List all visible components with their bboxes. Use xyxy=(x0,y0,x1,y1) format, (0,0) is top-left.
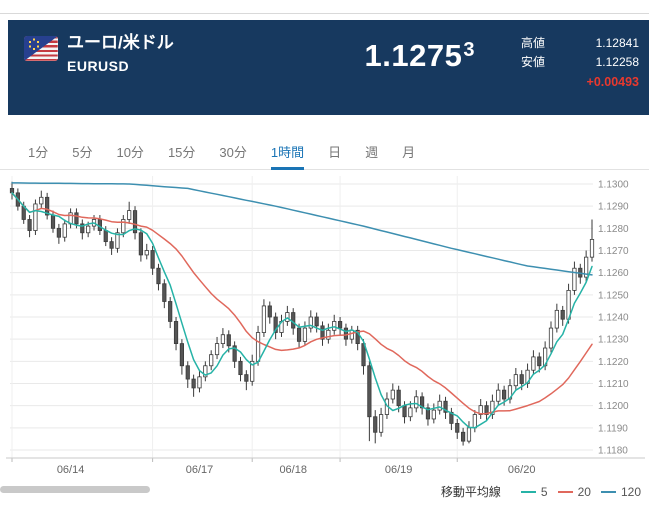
y-axis-label: 1.1260 xyxy=(598,268,629,279)
legend-item-5: 5 xyxy=(520,485,548,499)
widget-top-border xyxy=(0,13,649,14)
timeframe-tabs: 1分 5分 10分 15分 30分 1時間 日 週 月 xyxy=(0,141,649,170)
legend-swatch-20 xyxy=(557,490,573,493)
tab-5min[interactable]: 5分 xyxy=(72,145,93,160)
high-value: 1.12841 xyxy=(595,36,639,50)
legend-swatch-120 xyxy=(600,490,616,493)
low-label: 安値 xyxy=(521,55,546,69)
legend-swatch-5 xyxy=(520,490,536,493)
y-axis-label: 1.1210 xyxy=(598,379,629,390)
x-axis-label: 06/18 xyxy=(279,464,307,476)
y-axis-label: 1.1290 xyxy=(598,202,629,213)
x-axis-label: 06/17 xyxy=(186,464,214,476)
y-axis-label: 1.1220 xyxy=(598,357,629,368)
x-axis-label: 06/14 xyxy=(57,464,85,476)
price-fraction: 3 xyxy=(463,39,475,61)
ma-5-line xyxy=(11,192,593,429)
current-price: 1.12753 xyxy=(364,38,475,73)
high-row: 高値 1.12841 xyxy=(521,34,639,53)
ma-legend: 移動平均線 5 20 120 xyxy=(441,483,641,500)
legend-item-20: 20 xyxy=(557,485,591,499)
tab-1hour[interactable]: 1時間 xyxy=(270,142,305,170)
low-value: 1.12258 xyxy=(595,55,639,69)
y-axis-label: 1.1270 xyxy=(598,246,629,257)
y-axis-label: 1.1230 xyxy=(598,335,629,346)
tab-day[interactable]: 日 xyxy=(328,145,342,160)
tab-month[interactable]: 月 xyxy=(402,145,416,160)
tab-week[interactable]: 週 xyxy=(365,145,379,160)
eurusd-flag-icon xyxy=(24,36,58,61)
x-axis-label: 06/19 xyxy=(385,464,413,476)
horizontal-scrollbar-thumb[interactable] xyxy=(0,486,150,493)
pair-code: EURUSD xyxy=(67,58,130,74)
ma-120-line xyxy=(11,182,593,276)
y-axis-label: 1.1280 xyxy=(598,224,629,235)
y-axis-label: 1.1180 xyxy=(598,446,628,457)
x-axis-label: 06/20 xyxy=(508,464,536,476)
quote-header: ユーロ/米ドル EURUSD 1.12753 高値 1.12841 安値 1.1… xyxy=(8,20,649,115)
grid-layer xyxy=(10,176,593,462)
y-axis-label: 1.1250 xyxy=(598,290,629,301)
y-axis-label: 1.1190 xyxy=(598,423,628,434)
y-axis-label: 1.1240 xyxy=(598,313,629,324)
y-axis-label: 1.1200 xyxy=(598,401,629,412)
tab-10min[interactable]: 10分 xyxy=(116,145,144,160)
moving-averages-layer xyxy=(11,182,593,429)
ma-20-line xyxy=(11,192,593,415)
pair-title: ユーロ/米ドル xyxy=(67,33,174,52)
tab-15min[interactable]: 15分 xyxy=(167,145,196,160)
tab-1min[interactable]: 1分 xyxy=(28,145,49,160)
low-row: 安値 1.12258 xyxy=(521,53,639,72)
tab-30min[interactable]: 30分 xyxy=(219,145,247,160)
y-axis-label: 1.1300 xyxy=(598,180,629,191)
legend-item-120: 120 xyxy=(600,485,641,499)
currency-pair: ユーロ/米ドル EURUSD xyxy=(20,33,174,74)
high-label: 高値 xyxy=(521,36,546,50)
candlestick-chart-canvas[interactable]: 1.1300 1.1290 1.1280 1.1270 1.1260 1.1250 1.12… xyxy=(0,170,649,476)
chart-footer: 移動平均線 5 20 120 xyxy=(0,476,649,510)
ma-legend-title: 移動平均線 xyxy=(440,485,501,499)
price-change: +0.00493 xyxy=(586,75,639,89)
